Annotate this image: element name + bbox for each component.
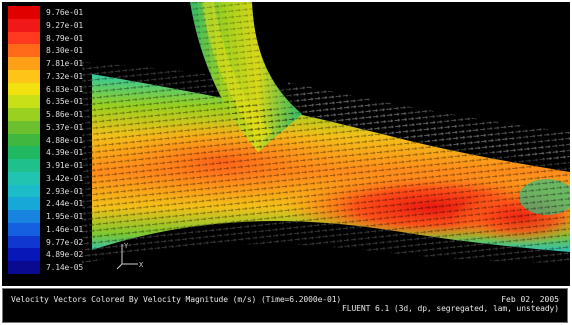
legend-label: 4.39e-01: [46, 148, 83, 158]
legend-label: 6.83e-01: [46, 84, 83, 94]
legend-swatch: [8, 235, 40, 249]
legend-label: 8.30e-01: [46, 46, 83, 56]
legend-label: 1.95e-01: [46, 212, 83, 221]
legend-swatch: [8, 6, 40, 19]
legend-label: 5.37e-01: [46, 122, 83, 132]
legend-swatch: [8, 69, 40, 83]
legend-swatch: [8, 120, 40, 134]
legend-label: 9.27e-01: [46, 20, 83, 30]
legend-label: 7.81e-01: [46, 59, 83, 68]
legend-swatch: [8, 31, 40, 45]
legend-label: 6.35e-01: [46, 97, 83, 107]
legend-swatch: [8, 18, 40, 32]
legend-label: 4.88e-01: [46, 135, 83, 145]
legend-swatch: [8, 159, 40, 172]
legend-label: 3.91e-01: [46, 161, 83, 170]
legend-label: 9.76e-01: [46, 8, 83, 17]
legend-swatch: [8, 95, 40, 109]
x-axis-label: X: [139, 261, 144, 269]
legend-label: 8.79e-01: [46, 33, 83, 43]
legend-swatch: [8, 210, 40, 223]
legend-swatch: [8, 133, 40, 147]
solver-info: FLUENT 6.1 (3d, dp, segregated, lam, uns…: [342, 304, 559, 313]
legend-swatch: [8, 197, 40, 211]
caption-bar: Velocity Vectors Colored By Velocity Mag…: [2, 288, 568, 323]
legend-label: 9.77e-02: [46, 237, 83, 247]
legend-swatch: [8, 184, 40, 198]
color-legend: 9.76e-01 9.27e-01 8.79e-01 8.30e-01 7.81e-01…: [8, 6, 108, 274]
legend-label: 2.44e-01: [46, 199, 83, 209]
graphics-viewport[interactable]: 9.76e-01 9.27e-01 8.79e-01 8.30e-01 7.81e-01…: [2, 2, 570, 286]
legend-label: 4.89e-02: [46, 250, 83, 260]
legend-label: 5.86e-01: [46, 110, 83, 119]
legend-swatch: [8, 57, 40, 70]
plot-title: Velocity Vectors Colored By Velocity Mag…: [11, 295, 342, 304]
legend-swatch: [8, 146, 40, 160]
y-axis-label: Y: [124, 242, 129, 250]
legend-label: 2.93e-01: [46, 186, 83, 196]
axis-triad: Y X: [116, 242, 144, 270]
legend-swatch: [8, 171, 40, 185]
z-axis-line: [116, 263, 123, 270]
plot-date: Feb 02, 2005: [501, 295, 559, 304]
legend-swatch: [8, 261, 40, 274]
legend-swatch: [8, 248, 40, 262]
legend-swatch: [8, 222, 40, 236]
legend-label: 1.46e-01: [46, 224, 83, 234]
legend-swatch: [8, 44, 40, 58]
legend-swatch: [8, 82, 40, 96]
legend-label: 7.32e-01: [46, 71, 83, 81]
legend-swatch: [8, 108, 40, 121]
velocity-vector-plot: [82, 2, 570, 264]
legend-label: 3.42e-01: [46, 173, 83, 183]
legend-label: 7.14e-05: [46, 263, 83, 272]
